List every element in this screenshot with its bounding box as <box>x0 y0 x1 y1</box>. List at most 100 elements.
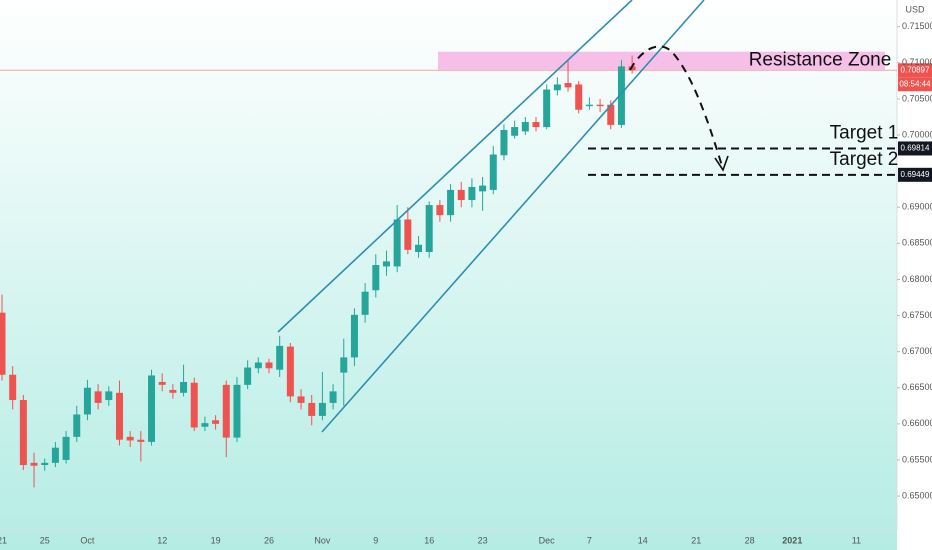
candle-body <box>126 436 134 441</box>
candle-body <box>596 104 604 107</box>
y-tick-label: 0.70500 <box>902 93 932 103</box>
target-price-label: 0.69449 <box>901 170 930 179</box>
candle-body <box>468 187 476 201</box>
candle-body <box>62 436 70 460</box>
y-tick-label: 0.68500 <box>902 238 932 248</box>
x-tick-label: 19 <box>211 535 221 545</box>
candle-body <box>73 414 81 437</box>
candle-body <box>532 122 540 128</box>
candle-body <box>286 346 294 397</box>
x-tick-label: 21 <box>0 535 7 545</box>
candle-body <box>628 66 636 71</box>
candle-body <box>617 66 625 125</box>
candle-body <box>244 367 252 385</box>
candle-body <box>404 219 412 250</box>
x-tick-label: 28 <box>745 535 755 545</box>
candle-body <box>340 357 348 373</box>
x-tick-label: 21 <box>691 535 701 545</box>
candle-body <box>83 387 91 415</box>
currency-label: USD <box>905 4 925 14</box>
candle-body <box>9 374 17 401</box>
candle-body <box>158 381 166 385</box>
candle-body <box>276 345 284 370</box>
candle-body <box>41 462 49 466</box>
candle-body <box>553 84 561 91</box>
y-tick-label: 0.66000 <box>902 418 932 428</box>
candle-body <box>233 384 241 438</box>
candle-body <box>425 205 433 253</box>
candle-body <box>318 402 326 416</box>
x-tick-label: 12 <box>157 535 167 545</box>
candle-body <box>564 83 572 88</box>
candle-body <box>479 185 487 192</box>
candle-layer <box>0 55 636 488</box>
channel <box>277 0 705 433</box>
y-tick-label: 0.68000 <box>902 274 932 284</box>
target-label: Target 1 <box>830 122 899 143</box>
candle-body <box>372 265 380 291</box>
candle-body <box>382 261 390 267</box>
y-tick-label: 0.70000 <box>902 129 932 139</box>
candle-body <box>169 389 177 393</box>
x-tick-label: 9 <box>373 535 378 545</box>
candle-body <box>393 219 401 267</box>
target-price-box <box>898 141 932 156</box>
candle-body <box>51 447 59 463</box>
channel-upper <box>277 0 633 333</box>
candle-body <box>137 439 145 442</box>
x-tick-label: 26 <box>264 535 274 545</box>
candle-body <box>457 189 465 201</box>
candle-body <box>254 362 262 369</box>
y-tick-label: 0.66500 <box>902 382 932 392</box>
y-tick-label: 0.67000 <box>902 346 932 356</box>
x-tick-label: 11 <box>852 535 861 545</box>
candle-body <box>361 291 369 315</box>
resistance-zone <box>438 51 885 70</box>
target-label: Target 2 <box>830 149 899 170</box>
candle-body <box>0 312 6 375</box>
candle-body <box>436 205 444 216</box>
channel-lower <box>321 0 705 433</box>
plot-background <box>0 0 897 550</box>
candle-body <box>543 89 551 128</box>
candle-body <box>201 423 209 427</box>
candle-body <box>265 362 273 369</box>
x-tick-label: 14 <box>638 535 648 545</box>
candle-body <box>500 129 508 156</box>
x-tick-label: 16 <box>424 535 434 545</box>
x-tick-label: Nov <box>314 535 331 545</box>
candle-body <box>308 402 316 416</box>
projection-arrow <box>629 45 723 167</box>
countdown-label: 08:54:44 <box>899 79 931 88</box>
candle-body <box>105 391 113 401</box>
candle-body <box>212 420 220 424</box>
y-tick-label: 0.65000 <box>902 490 932 500</box>
candle-body <box>489 154 497 190</box>
zone-layer: Resistance Zone <box>0 50 897 71</box>
arrow-head <box>714 155 729 172</box>
x-tick-label: 25 <box>40 535 50 545</box>
candle-body <box>521 122 529 132</box>
x-tick-label: 23 <box>478 535 488 545</box>
candle-body <box>585 104 593 107</box>
candle-body <box>329 391 337 403</box>
y-tick-label: 0.65500 <box>902 454 932 464</box>
candle-body <box>19 400 27 466</box>
x-tick-label: Dec <box>539 535 556 545</box>
candle-body <box>94 391 102 403</box>
candle-body <box>511 127 519 136</box>
last-price-box <box>898 63 932 78</box>
x-tick-label: 2021 <box>782 535 802 545</box>
candle-body <box>30 462 38 466</box>
target-price-label: 0.69814 <box>901 144 930 153</box>
target-price-box <box>898 167 932 182</box>
x-tick-label: Oct <box>80 535 95 545</box>
candle-body <box>415 244 423 253</box>
candle-body <box>115 392 123 440</box>
candle-body <box>447 189 455 216</box>
candle-body <box>222 384 230 438</box>
last-price-label: 0.70897 <box>901 65 930 74</box>
